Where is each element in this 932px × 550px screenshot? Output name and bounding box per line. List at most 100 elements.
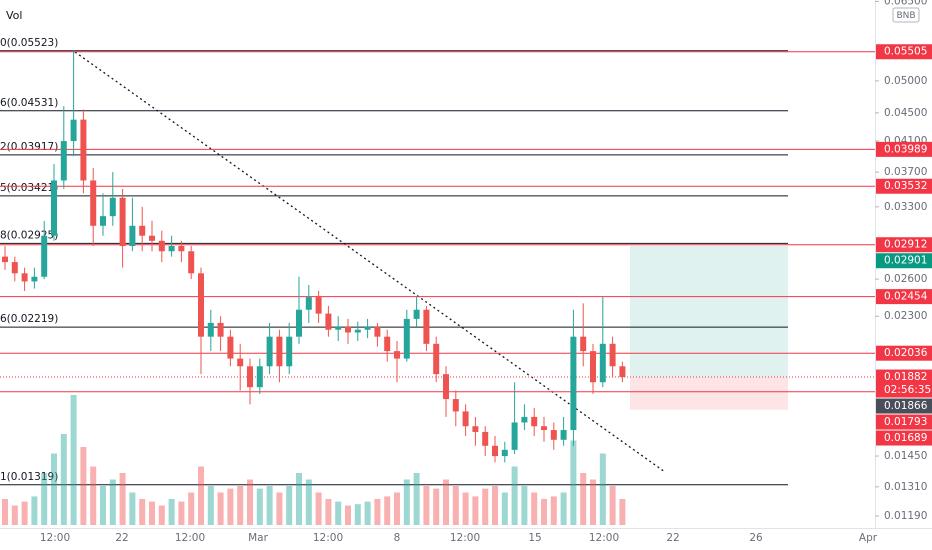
candle-body [237, 358, 244, 367]
candle-body [501, 449, 508, 457]
candle-body [129, 225, 136, 246]
candle-body [590, 351, 596, 383]
fib-label: 5(0.03421) [0, 182, 58, 194]
volume-bar [443, 479, 449, 525]
volume-label: Vol [6, 9, 22, 22]
volume-bar [590, 479, 596, 525]
price-badge [876, 414, 932, 430]
candle-body [51, 180, 57, 236]
candle-body [139, 225, 146, 236]
volume-bar [609, 486, 616, 525]
position-loss-zone [630, 377, 788, 410]
x-tick-label: 12:00 [313, 532, 343, 544]
price-badge [876, 178, 932, 194]
price-badge-label: 0.02912 [884, 239, 927, 251]
volume-bar [433, 488, 440, 525]
candle-body [433, 343, 440, 375]
volume-bar [403, 479, 410, 525]
volume-bar [227, 488, 234, 525]
volume-bar [374, 499, 381, 525]
volume-bar [354, 504, 361, 525]
candle-body [619, 366, 626, 378]
volume-bar [31, 496, 38, 525]
y-tick-label: 0.04500 [884, 107, 927, 119]
volume-bar [599, 453, 606, 525]
x-tick-label: 12:00 [589, 532, 619, 544]
candle-body [550, 430, 557, 440]
fib-label: 1(0.01319) [0, 471, 58, 483]
volume-bar [501, 492, 508, 525]
volume-bar [384, 496, 391, 525]
volume-bar [570, 440, 577, 525]
volume-bar [335, 501, 342, 525]
volume-bar [580, 473, 587, 525]
candle-body [482, 431, 489, 446]
volume-bar [149, 501, 155, 525]
y-tick-label: 0.03300 [884, 201, 927, 213]
candle-body [149, 235, 155, 241]
fib-label: 6(0.02219) [0, 313, 58, 325]
candle-body [315, 297, 322, 314]
volume-bar [296, 473, 302, 525]
x-tick-label: 15 [528, 532, 541, 544]
candle-body [168, 245, 175, 252]
candle-body [492, 445, 498, 457]
x-tick-label: 22 [666, 532, 679, 544]
volume-bar [266, 486, 273, 525]
volume-bar [452, 486, 459, 525]
x-tick-label: 12:00 [450, 532, 480, 544]
y-tick-label: 0.02600 [884, 273, 927, 285]
volume-bar [550, 496, 557, 525]
y-tick-label: 0.01310 [884, 481, 927, 493]
price-badge-label: 0.02901 [884, 255, 927, 267]
candle-body [384, 336, 391, 352]
fib-label: 8(0.02925) [0, 229, 58, 241]
candle-body [354, 329, 361, 333]
price-badge [876, 44, 932, 60]
candle-body [198, 273, 204, 337]
candle-body [247, 366, 253, 388]
volume-bar [472, 496, 479, 525]
candle-body [609, 343, 616, 367]
y-tick-label: 0.01190 [884, 510, 927, 522]
candle-body [305, 297, 312, 310]
candle-body [31, 276, 38, 282]
candle-body [276, 336, 283, 367]
volume-bar [394, 492, 400, 525]
volume-bar [198, 466, 204, 525]
countdown: 02:56:35 [884, 384, 931, 396]
volume-bar [619, 499, 626, 525]
price-badge [876, 141, 932, 157]
candle-body [345, 326, 351, 333]
currency-badge [892, 7, 920, 23]
price-badge-label: 0.02454 [884, 291, 928, 303]
trend-line [74, 51, 666, 473]
x-tick-label: Mar [248, 532, 268, 544]
volume-bar [521, 486, 528, 525]
price-badge [876, 237, 932, 253]
candle-body [472, 426, 479, 432]
candle-body [335, 326, 342, 330]
candle-body [599, 343, 606, 383]
x-tick-label: 12:00 [40, 532, 70, 544]
price-badge-label: 0.02036 [884, 347, 928, 359]
x-tick-label: Apr [859, 532, 878, 544]
volume-bar [305, 479, 312, 525]
price-badge [876, 398, 932, 414]
volume-bar [423, 486, 430, 525]
candle-body [178, 245, 185, 252]
candle-body [531, 416, 538, 427]
volume-bar [560, 492, 567, 525]
candle-body [325, 313, 332, 330]
candle-body [374, 326, 381, 337]
price-badge-label: 0.05505 [884, 46, 927, 58]
volume-bar [217, 492, 224, 525]
candle-body [423, 309, 430, 344]
volume-bar [531, 492, 538, 525]
y-tick-label: 0.01450 [884, 450, 927, 462]
candle-body [90, 180, 97, 226]
volume-bar [188, 492, 195, 525]
price-badge-label: 0.03989 [884, 143, 927, 155]
candle-body [443, 374, 449, 400]
